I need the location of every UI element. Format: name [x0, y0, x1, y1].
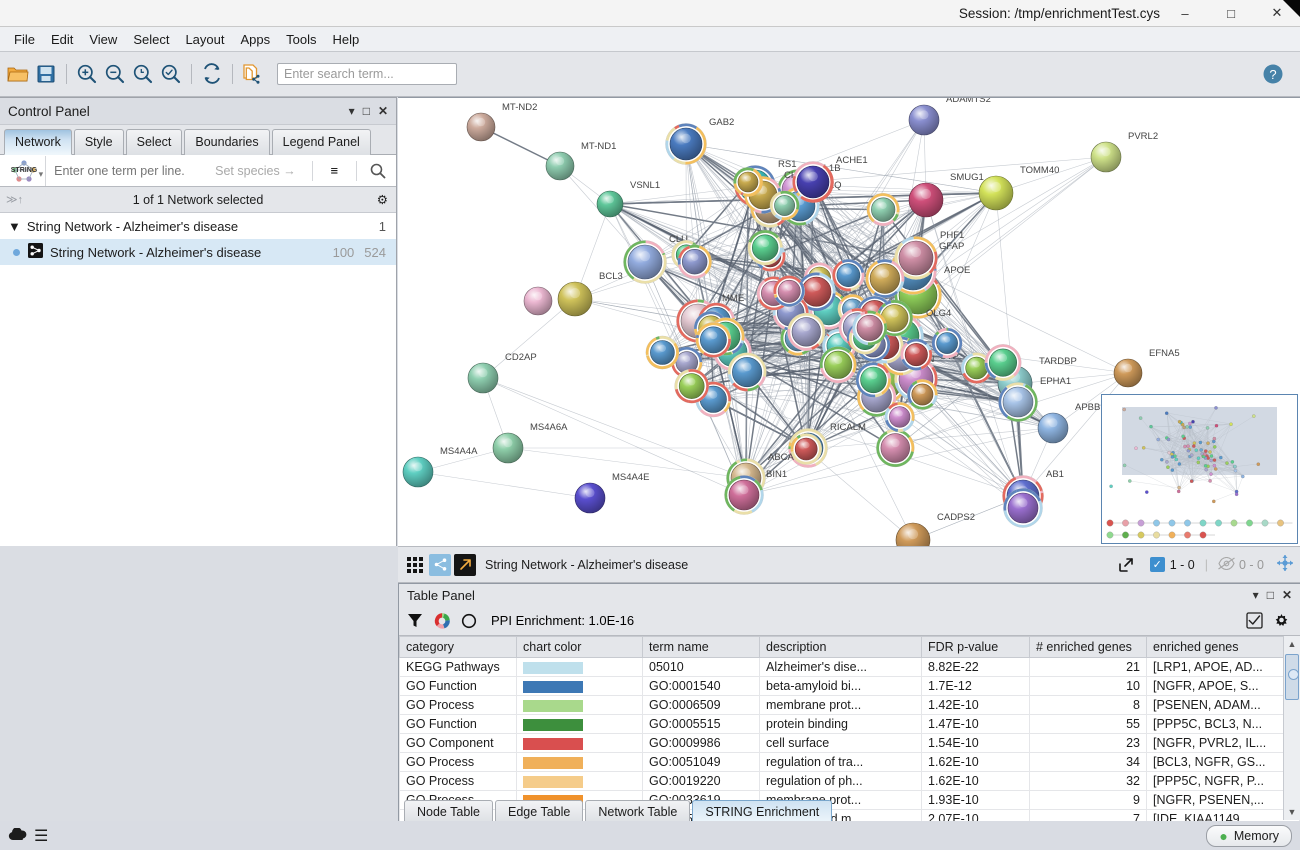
svg-text:MS4A6A: MS4A6A [530, 422, 568, 433]
svg-text:GAB2: GAB2 [709, 117, 734, 128]
svg-text:SMUG1: SMUG1 [950, 172, 984, 183]
svg-text:STRING: STRING [10, 167, 37, 174]
svg-text:BIN1: BIN1 [766, 469, 787, 480]
svg-text:CADPS2: CADPS2 [937, 512, 975, 523]
svg-text:VSNL1: VSNL1 [630, 180, 660, 191]
svg-text:ADAMTS2: ADAMTS2 [946, 98, 991, 105]
svg-text:TOMM40: TOMM40 [1020, 165, 1059, 176]
svg-text:EFNA5: EFNA5 [1149, 348, 1180, 359]
svg-text:APOE: APOE [944, 265, 970, 276]
svg-text:EPHA1: EPHA1 [1040, 376, 1071, 387]
svg-text:OLG4: OLG4 [926, 308, 951, 319]
svg-text:TARDBP: TARDBP [1039, 356, 1077, 367]
svg-text:RS1: RS1 [778, 159, 796, 170]
svg-text:AB1: AB1 [1046, 469, 1064, 480]
svg-text:BCL3: BCL3 [599, 271, 623, 282]
svg-text:CD2AP: CD2AP [505, 352, 537, 363]
svg-text:MME: MME [722, 293, 744, 304]
svg-text:RICALM: RICALM [830, 422, 866, 433]
svg-text:GFAP: GFAP [939, 241, 964, 252]
svg-text:MT-ND1: MT-ND1 [581, 141, 616, 152]
svg-text:?: ? [1269, 67, 1276, 82]
svg-text:PHF1: PHF1 [940, 230, 964, 241]
svg-text:ACHE1: ACHE1 [836, 155, 868, 166]
svg-text:PVRL2: PVRL2 [1128, 131, 1158, 142]
svg-text:MS4A4E: MS4A4E [612, 472, 650, 483]
svg-text:MT-ND2: MT-ND2 [502, 102, 537, 113]
svg-text:MS4A4A: MS4A4A [440, 446, 478, 457]
